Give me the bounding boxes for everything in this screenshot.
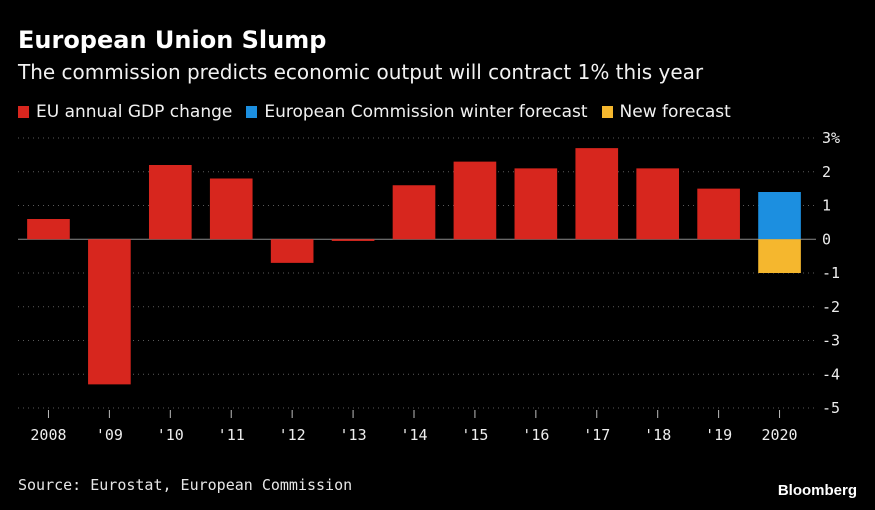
x-tick-label: '13 — [340, 426, 367, 444]
bar-eu-annual-gdp-change-19 — [697, 188, 740, 240]
legend-label-winter-forecast: European Commission winter forecast — [264, 102, 588, 122]
x-tick-label: '17 — [583, 426, 610, 444]
y-tick-label: -4 — [822, 365, 840, 383]
y-tick-label: -2 — [822, 298, 840, 316]
x-tick-label: '14 — [400, 426, 427, 444]
x-tick-label: '10 — [157, 426, 184, 444]
chart-title: European Union Slump — [18, 26, 327, 54]
y-tick-label: 2 — [822, 163, 831, 181]
y-tick-label: 1 — [822, 197, 831, 215]
bar-european-commission-winter-forecast-2020 — [758, 192, 801, 240]
legend-swatch-new-forecast — [601, 106, 613, 118]
x-tick-label: '11 — [218, 426, 245, 444]
y-tick-label: 3% — [822, 129, 840, 147]
x-tick-label: 2008 — [30, 426, 66, 444]
bar-eu-annual-gdp-change-17 — [575, 148, 619, 240]
bar-eu-annual-gdp-change-16 — [514, 168, 558, 240]
x-tick-label: '09 — [96, 426, 123, 444]
bar-eu-annual-gdp-change-15 — [453, 161, 497, 240]
legend-item-gdp: EU annual GDP change — [18, 102, 232, 122]
bloomberg-logo: Bloomberg — [777, 482, 857, 499]
bar-eu-annual-gdp-change-14 — [392, 185, 436, 240]
bar-eu-annual-gdp-change-13 — [331, 239, 375, 241]
y-tick-label: -1 — [822, 264, 840, 282]
bar-eu-annual-gdp-change-18 — [636, 168, 680, 240]
x-tick-label: '16 — [522, 426, 549, 444]
source-note: Source: Eurostat, European Commission — [18, 476, 353, 494]
x-tick-label: '18 — [644, 426, 671, 444]
bar-eu-annual-gdp-change-11 — [209, 178, 253, 240]
x-tick-label: '19 — [705, 426, 732, 444]
legend-label-new-forecast: New forecast — [619, 102, 731, 122]
legend: EU annual GDP change European Commission… — [18, 102, 745, 122]
legend-swatch-winter-forecast — [246, 106, 258, 118]
x-tick-label: 2020 — [761, 426, 797, 444]
legend-item-winter-forecast: European Commission winter forecast — [246, 102, 588, 122]
y-tick-label: -5 — [822, 399, 840, 417]
chart-subtitle: The commission predicts economic output … — [18, 60, 704, 84]
x-tick-label: '12 — [279, 426, 306, 444]
legend-label-gdp: EU annual GDP change — [36, 102, 233, 122]
bar-new-forecast-2020 — [758, 239, 801, 273]
legend-swatch-gdp — [18, 106, 29, 118]
bar-eu-annual-gdp-change-10 — [148, 165, 192, 240]
y-tick-label: -3 — [822, 332, 840, 350]
bar-eu-annual-gdp-change-2008 — [27, 219, 70, 240]
legend-item-new-forecast: New forecast — [601, 102, 731, 122]
x-tick-label: '15 — [461, 426, 488, 444]
bar-eu-annual-gdp-change-12 — [270, 239, 314, 263]
bar-eu-annual-gdp-change-09 — [88, 239, 131, 385]
y-tick-label: 0 — [822, 230, 831, 248]
